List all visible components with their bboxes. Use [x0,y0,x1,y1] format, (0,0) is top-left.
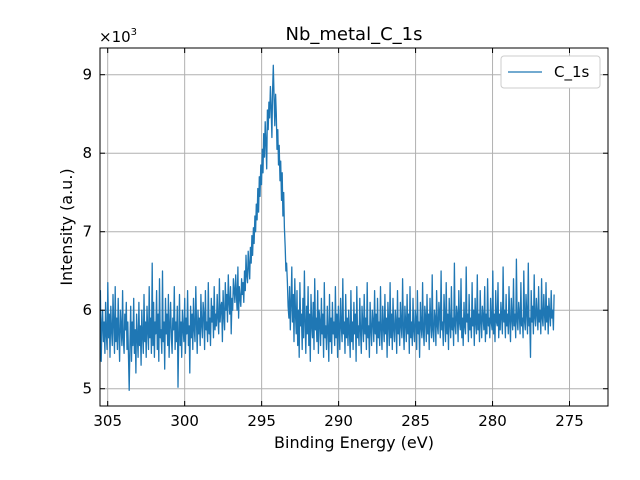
grid [100,48,608,406]
legend-box [500,55,601,89]
legend-label: C_1s [554,63,590,82]
y-tick-label: 9 [82,66,92,84]
y-scale-factor-base: ×10 [99,28,131,46]
y-tick-label: 8 [82,144,92,162]
x-tick-label: 305 [93,412,122,430]
axis-ticks: 305 300 295 290 285 280 275 5 6 7 8 9 [82,48,608,430]
y-scale-factor: ×103 [99,27,137,46]
x-tick-label: 280 [478,412,507,430]
y-axis-label: Intensity (a.u.) [57,168,76,285]
x-tick-label: 275 [555,412,584,430]
x-tick-label: 300 [170,412,199,430]
x-tick-label: 290 [324,412,353,430]
x-tick-label: 285 [401,412,430,430]
x-axis-label: Binding Energy (eV) [274,433,434,452]
y-tick-label: 7 [82,223,92,241]
y-scale-factor-exponent: 3 [131,27,137,38]
y-tick-label: 6 [82,301,92,319]
y-tick-label: 5 [82,380,92,398]
plot-area [100,64,555,391]
chart-title: Nb_metal_C_1s [286,24,423,45]
series-line-c-1s [100,64,555,391]
x-tick-label: 295 [247,412,276,430]
legend: C_1s [500,55,601,89]
plot-frame [99,47,609,407]
